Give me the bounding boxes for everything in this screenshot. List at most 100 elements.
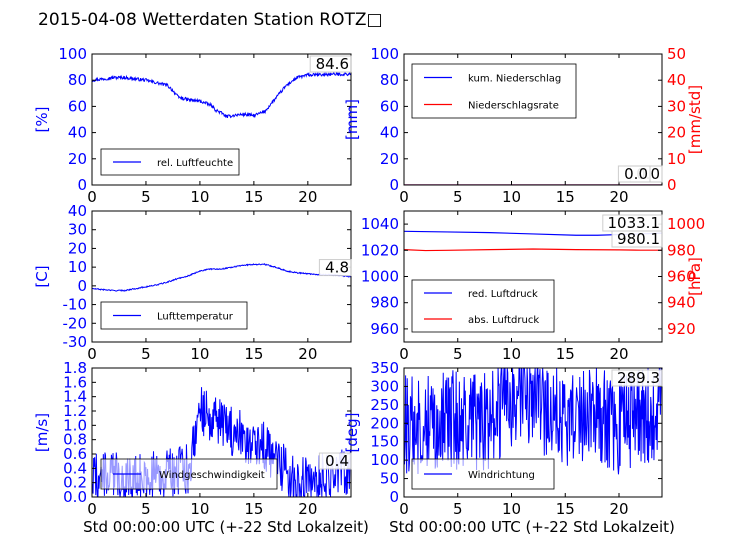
legend-box-temperature xyxy=(100,301,248,330)
x-axis-label-right: Std 00:00:00 UTC (+-22 Std Lokalzeit) xyxy=(389,518,675,536)
x-tick-label-pressure: 20 xyxy=(609,345,628,363)
x-tick-label-humidity: 20 xyxy=(298,188,317,206)
chart-title: 2015-04-08 Wetterdaten Station ROTZ□ xyxy=(38,10,383,30)
y-tick-label-winddirection: 100 xyxy=(370,451,399,469)
x-tick-label-windspeed: 0 xyxy=(87,500,97,518)
subplot-windspeed: 0 5 10 15 200.00.20.40.60.81.01.21.41.61.8[m… xyxy=(33,359,352,518)
x-tick-label-humidity: 15 xyxy=(244,188,263,206)
series-line-winddirection-0 xyxy=(404,368,662,475)
legend-label-windspeed: Windgeschwindigkeit xyxy=(159,470,265,481)
y-tick-label-winddirection: 350 xyxy=(370,359,399,377)
y-tick-label-pressure: 960 xyxy=(370,320,399,338)
x-tick-label-temperature: 5 xyxy=(141,345,151,363)
y2-axis-label-precipitation: [mm/std] xyxy=(686,85,704,154)
x-tick-label-precipitation: 10 xyxy=(502,188,521,206)
y-tick-label-precipitation: 80 xyxy=(380,71,399,89)
axes-frame-winddirection xyxy=(403,367,663,498)
x-tick-label-temperature: 10 xyxy=(190,345,209,363)
y-tick-label-windspeed: 0.2 xyxy=(63,474,87,492)
y2-tick-label-precipitation: 50 xyxy=(667,45,686,63)
y2-axis-label-pressure: [hPa] xyxy=(686,257,704,296)
x-tick-label-precipitation: 15 xyxy=(556,188,575,206)
y-tick-label-precipitation: 0 xyxy=(389,176,399,194)
y-tick-label-windspeed: 1.0 xyxy=(63,416,87,434)
y-tick-label-winddirection: 200 xyxy=(370,414,399,432)
y-axis-label-precipitation: [mm] xyxy=(343,99,361,140)
annotation-box-winddirection xyxy=(611,369,663,387)
x-tick-label-precipitation: 5 xyxy=(453,188,463,206)
y-axis-label-windspeed: [m/s] xyxy=(33,413,51,452)
x-tick-label-humidity: 5 xyxy=(141,188,151,206)
y-tick-label-temperature: -10 xyxy=(63,296,88,314)
y2-tick-label-precipitation: 20 xyxy=(667,124,686,142)
annotation-box-pressure xyxy=(611,230,663,248)
annotation-value-winddirection: 289.3 xyxy=(617,369,660,387)
x-tick-label-winddirection: 15 xyxy=(556,500,575,518)
x-tick-label-precipitation: 20 xyxy=(609,188,628,206)
annotation-value-precipitation: 0.0 xyxy=(624,165,648,183)
y-axis-label-humidity: [%] xyxy=(33,107,51,133)
x-tick-label-temperature: 15 xyxy=(244,345,263,363)
y-tick-label-temperature: -20 xyxy=(63,314,88,332)
x-tick-label-windspeed: 5 xyxy=(141,500,151,518)
axes-frame-precipitation xyxy=(403,53,663,186)
y-tick-label-windspeed: 0.4 xyxy=(63,459,87,477)
y-axis-label-winddirection: [deg] xyxy=(343,413,361,453)
y2-tick-label-pressure: 1000 xyxy=(667,215,705,233)
x-tick-label-temperature: 20 xyxy=(298,345,317,363)
y-tick-label-temperature: 0 xyxy=(77,277,87,295)
y2-tick-label-pressure: 940 xyxy=(667,294,696,312)
x-tick-label-windspeed: 20 xyxy=(298,500,317,518)
legend-label-precipitation: Niederschlagsrate xyxy=(468,101,559,112)
legend-label-winddirection: Windrichtung xyxy=(468,470,535,481)
axes-frame-temperature xyxy=(91,210,352,343)
y-tick-label-windspeed: 1.6 xyxy=(63,373,87,391)
legend-label-pressure: abs. Luftdruck xyxy=(468,315,539,326)
y-tick-label-windspeed: 1.8 xyxy=(63,359,87,377)
y2-tick-label-precipitation: 10 xyxy=(667,150,686,168)
x-tick-label-humidity: 0 xyxy=(87,188,97,206)
legend-label-pressure: red. Luftdruck xyxy=(468,289,538,300)
y-tick-label-pressure: 1020 xyxy=(361,241,399,259)
series-line-temperature-0 xyxy=(92,263,351,292)
subplot-winddirection: 0 5 10 15 20050100150200250300350[deg]289.3W… xyxy=(343,359,663,518)
x-tick-label-humidity: 10 xyxy=(190,188,209,206)
legend-box-pressure xyxy=(411,279,555,333)
y-tick-label-windspeed: 0.0 xyxy=(63,488,87,506)
annotation-value-temperature: 4.8 xyxy=(325,259,349,277)
y-tick-label-windspeed: 1.2 xyxy=(63,402,87,420)
y-tick-label-winddirection: 300 xyxy=(370,377,399,395)
x-tick-label-pressure: 0 xyxy=(399,345,409,363)
series-line-humidity-0 xyxy=(92,71,351,119)
x-tick-label-pressure: 15 xyxy=(556,345,575,363)
x-axis-label-left: Std 00:00:00 UTC (+-22 Std Lokalzeit) xyxy=(83,518,369,536)
x-tick-label-pressure: 10 xyxy=(502,345,521,363)
y2-tick-label-pressure: 920 xyxy=(667,320,696,338)
annotation-value-humidity: 84.6 xyxy=(316,55,349,73)
x-tick-label-winddirection: 10 xyxy=(502,500,521,518)
y-tick-label-humidity: 0 xyxy=(77,176,87,194)
x-tick-label-windspeed: 10 xyxy=(190,500,209,518)
y-tick-label-pressure: 980 xyxy=(370,294,399,312)
axes-frame-humidity xyxy=(91,53,352,186)
y-tick-label-humidity: 80 xyxy=(68,71,87,89)
y-tick-label-precipitation: 40 xyxy=(380,124,399,142)
y-tick-label-humidity: 100 xyxy=(58,45,87,63)
subplot-pressure: 0 5 10 15 20 960 980 1000 1020 1040 920 940 960 980 10… xyxy=(361,210,705,363)
y-tick-label-temperature: 10 xyxy=(68,258,87,276)
annotation-value-pressure: 1033.1 xyxy=(608,214,661,232)
y2-tick-label-pressure: 980 xyxy=(667,241,696,259)
y-tick-label-winddirection: 150 xyxy=(370,433,399,451)
x-tick-label-winddirection: 5 xyxy=(453,500,463,518)
annotation-value-pressure: 980.1 xyxy=(617,230,660,248)
y-tick-label-temperature: 40 xyxy=(68,202,87,220)
y-tick-label-temperature: 20 xyxy=(68,239,87,257)
axes-frame-windspeed xyxy=(91,367,352,498)
y-tick-label-precipitation: 20 xyxy=(380,150,399,168)
y-tick-label-precipitation: 100 xyxy=(370,45,399,63)
annotation-box-windspeed xyxy=(318,452,352,470)
annotation-box-humidity xyxy=(309,55,352,73)
legend-box-precipitation xyxy=(411,63,577,119)
